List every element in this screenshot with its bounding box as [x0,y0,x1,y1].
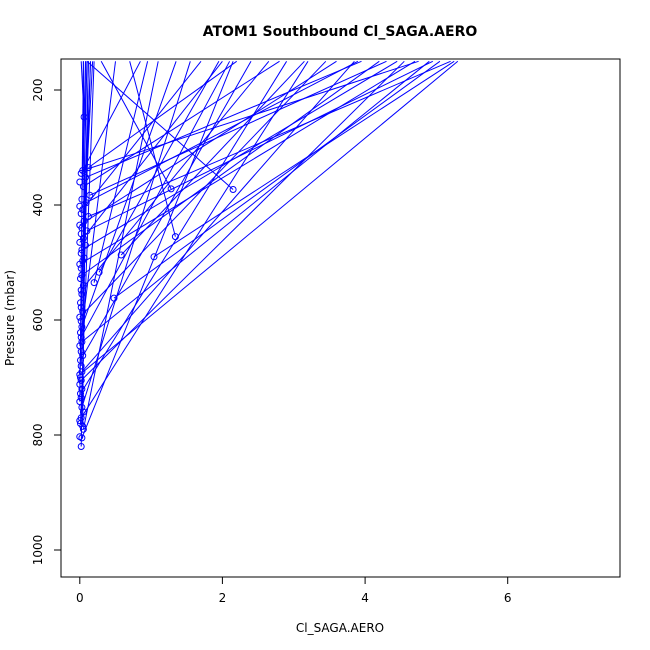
y-tick-label: 200 [31,79,45,102]
data-segment [80,60,405,381]
data-point [77,414,85,422]
data-segment [79,61,88,385]
data-point [77,303,85,311]
data-point [79,167,87,174]
data-point [76,202,84,210]
data-point [77,299,84,307]
data-point [82,173,89,181]
data-point [117,251,125,259]
data-segment [88,60,451,217]
data-segment [85,60,359,204]
data-point [77,317,85,325]
data-point [82,199,90,207]
data-point [78,271,86,279]
data-segment [81,60,355,373]
data-segment [82,61,94,239]
data-point [76,238,84,246]
data-point [76,380,84,388]
data-point [77,394,85,402]
data-segment [85,60,362,178]
data-segment [79,60,459,375]
data-point [77,390,84,398]
data-segment [80,61,141,174]
data-point [76,433,84,441]
x-tick-label: 0 [76,591,84,605]
data-point [77,264,85,272]
data-segment [79,60,337,226]
data-segment [93,61,149,283]
data-segment [80,60,270,291]
data-point [82,241,89,249]
segments-layer [79,60,459,447]
y-axis: 200 400 600 800 1000 [31,79,62,566]
data-segment [89,60,387,196]
data-segment [153,60,455,258]
y-tick-label: 400 [31,194,45,217]
data-segment [79,60,416,265]
data-point [77,249,85,257]
data-point [76,178,84,186]
data-point [76,221,84,229]
data-point [78,195,86,203]
data-segment [113,60,441,299]
data-point [78,246,86,254]
data-segment [80,61,252,361]
data-point [95,268,103,276]
data-point [79,307,87,315]
data-point [167,185,175,193]
data-segment [83,60,280,188]
data-point [77,443,85,450]
data-segment [81,61,234,439]
data-point [79,183,87,191]
data-point [150,253,158,261]
data-point [83,227,91,235]
data-point [76,398,84,406]
data-segment [120,60,305,256]
data-point [110,294,118,302]
points-layer [76,113,237,450]
data-segment [88,60,237,169]
data-segment [82,61,159,430]
data-point [79,282,87,289]
data-segment [100,61,172,190]
data-point [80,113,88,121]
data-point [90,279,98,287]
data-segment [81,60,430,343]
y-tick-label: 600 [31,309,45,332]
data-segment [82,60,419,171]
x-tick-label: 4 [361,591,369,605]
data-point [77,333,85,341]
data-segment [79,61,116,346]
data-point [79,352,87,360]
data-point [79,408,87,416]
y-axis-label: Pressure (mbar) [3,270,17,366]
chart-title: ATOM1 Southbound Cl_SAGA.AERO [203,24,478,40]
y-tick-label: 800 [31,424,45,447]
data-point [78,290,86,298]
x-axis-label: Cl_SAGA.AERO [296,621,384,635]
data-segment [81,60,380,276]
data-point [78,338,86,346]
data-segment [86,60,234,190]
data-point [171,233,179,241]
data-point [84,213,92,220]
data-point [77,275,84,283]
y-tick-label: 1000 [31,535,45,566]
data-segment [86,60,434,232]
x-axis: 0 2 4 6 [76,576,512,605]
data-point [229,186,237,193]
data-point [84,164,92,172]
data-point [86,191,94,199]
data-segment [80,61,85,118]
data-point [80,217,88,225]
data-point [76,313,84,321]
x-tick-label: 2 [219,591,227,605]
data-point [77,210,85,218]
x-tick-label: 6 [504,591,512,605]
data-point [76,342,84,350]
data-point [79,425,87,433]
